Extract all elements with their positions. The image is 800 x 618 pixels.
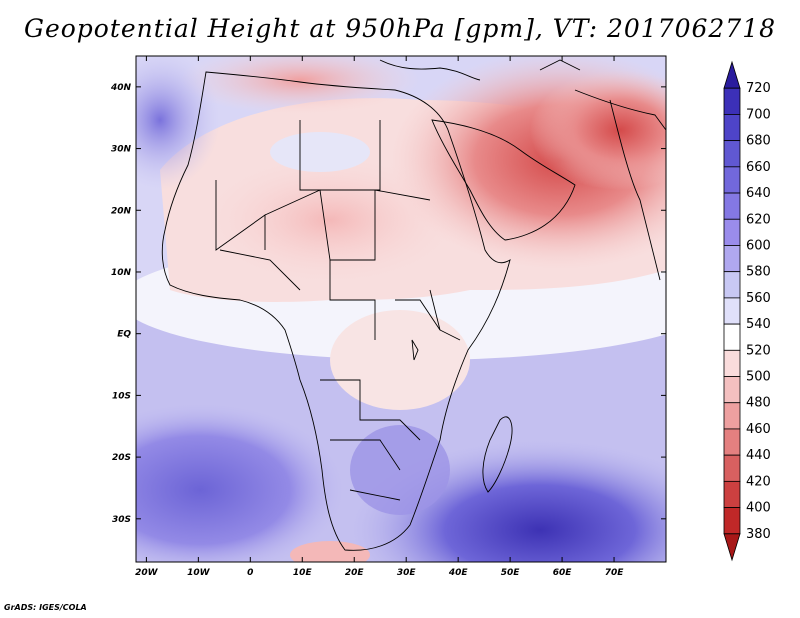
lon-label: 20W — [135, 568, 159, 578]
lon-label: 10E — [293, 568, 313, 578]
colorbar-segment — [723, 376, 741, 404]
colorbar-label: 680 — [746, 134, 771, 149]
latitude-axis: 40N 30N 20N 10N EQ 10S 20S 30S — [110, 83, 666, 525]
colorbar-segment — [723, 271, 741, 299]
colorbar-label: 560 — [746, 291, 771, 306]
colorbar-segment — [723, 140, 741, 168]
lat-label: 40N — [110, 83, 132, 93]
colorbar-segment — [723, 218, 741, 246]
longitude-axis: 20W 10W 0 10E 20E 30E 40E 50E 60E 70E — [135, 56, 624, 578]
colorbar-segment — [723, 507, 741, 535]
colorbar-label: 420 — [746, 474, 771, 489]
colorbar-label: 700 — [746, 107, 771, 122]
lon-label: 40E — [448, 568, 469, 578]
colorbar: 720 700 680 660 640 620 600 580 560 540 520 500 480 4… — [723, 60, 771, 562]
colorbar-label: 640 — [746, 186, 771, 201]
shaded-field — [136, 56, 666, 562]
lat-label: 10S — [112, 391, 131, 401]
lat-label: 10N — [111, 268, 132, 278]
colorbar-arrow-bottom — [723, 533, 741, 562]
lon-label: 0 — [247, 568, 253, 578]
colorbar-segment — [723, 349, 741, 377]
colorbar-segment — [723, 192, 741, 220]
colorbar-label: 500 — [746, 370, 771, 385]
colorbar-segment — [723, 480, 741, 508]
colorbar-label: 440 — [746, 448, 771, 463]
colorbar-segment — [723, 114, 741, 142]
colorbar-label: 480 — [746, 396, 771, 411]
colorbar-label: 540 — [746, 317, 771, 332]
lon-label: 60E — [553, 568, 573, 578]
colorbar-segment — [723, 428, 741, 456]
lat-label: EQ — [117, 330, 131, 340]
colorbar-label: 460 — [746, 422, 771, 437]
colorbar-segment — [723, 297, 741, 325]
colorbar-segment — [723, 454, 741, 482]
credit-label: GrADS: IGES/COLA — [4, 603, 87, 612]
lon-label: 50E — [501, 568, 521, 578]
colorbar-label: 580 — [746, 265, 771, 280]
lon-label: 70E — [605, 568, 625, 578]
colorbar-label: 600 — [746, 238, 771, 253]
colorbar-segment — [723, 245, 741, 273]
coastlines — [161, 59, 666, 551]
lat-label: 20S — [112, 453, 131, 463]
lat-label: 20N — [111, 206, 132, 216]
colorbar-label: 620 — [746, 212, 771, 227]
colorbar-label: 380 — [746, 527, 771, 542]
lat-label: 30N — [111, 145, 132, 155]
lat-label: 30S — [112, 515, 131, 525]
colorbar-label: 660 — [746, 160, 771, 175]
map-frame — [135, 55, 667, 563]
chart-title: Geopotential Height at 950hPa [gpm], VT:… — [23, 14, 777, 43]
lon-label: 10W — [187, 568, 211, 578]
colorbar-label: 720 — [746, 81, 771, 96]
colorbar-arrow-top — [723, 60, 741, 89]
lon-label: 30E — [397, 568, 417, 578]
colorbar-segment — [723, 87, 741, 115]
colorbar-label: 520 — [746, 343, 771, 358]
colorbar-segment — [723, 402, 741, 430]
colorbar-label: 400 — [746, 501, 771, 516]
colorbar-segment — [723, 166, 741, 194]
lon-label: 20E — [345, 568, 365, 578]
colorbar-segment — [723, 323, 741, 351]
